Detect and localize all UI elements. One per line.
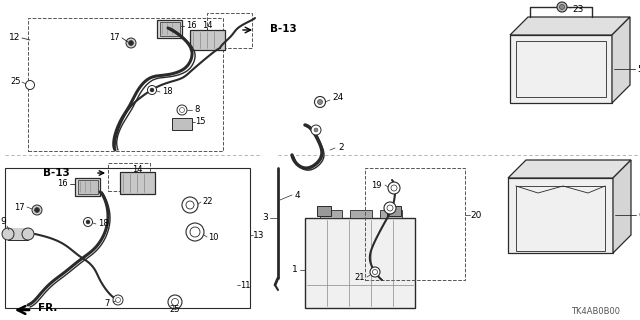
Text: 3: 3 (262, 213, 268, 222)
Text: 18: 18 (162, 87, 173, 97)
Text: 15: 15 (195, 117, 205, 126)
Bar (516, 41, 606, 97)
Bar (510, 35, 612, 103)
Text: 21: 21 (355, 274, 365, 283)
Circle shape (372, 269, 378, 275)
Circle shape (190, 227, 200, 237)
Circle shape (317, 100, 323, 105)
Text: 23: 23 (572, 4, 584, 13)
Circle shape (113, 295, 123, 305)
Circle shape (370, 267, 380, 277)
Text: 17: 17 (109, 34, 120, 43)
Text: 24: 24 (332, 93, 343, 102)
Circle shape (2, 228, 14, 240)
Circle shape (314, 97, 326, 108)
Text: 25: 25 (10, 77, 21, 86)
Bar (157, 20, 182, 38)
Circle shape (387, 205, 393, 211)
Text: 2: 2 (338, 143, 344, 153)
Bar (207, 13, 252, 48)
Text: 16: 16 (186, 21, 196, 30)
Bar (5, 168, 250, 308)
Polygon shape (510, 17, 630, 35)
Circle shape (391, 185, 397, 191)
Bar (120, 172, 155, 194)
Circle shape (314, 128, 318, 132)
Polygon shape (613, 160, 631, 253)
Bar (8, 228, 28, 240)
Circle shape (150, 88, 154, 92)
Bar (387, 206, 401, 216)
Text: 22: 22 (202, 196, 212, 205)
Circle shape (26, 81, 35, 90)
Circle shape (22, 228, 34, 240)
Circle shape (129, 41, 134, 45)
Circle shape (186, 223, 204, 241)
Text: 14: 14 (132, 164, 142, 173)
Text: 7: 7 (104, 299, 110, 308)
Text: 6: 6 (638, 211, 640, 220)
Text: 13: 13 (253, 230, 264, 239)
Circle shape (179, 108, 184, 113)
Text: 16: 16 (58, 180, 68, 188)
Bar (108, 163, 150, 191)
Text: FR.: FR. (38, 303, 58, 313)
Bar (305, 218, 415, 308)
Bar (380, 210, 402, 218)
Circle shape (147, 85, 157, 94)
Polygon shape (612, 17, 630, 103)
Text: 18: 18 (98, 220, 109, 228)
Text: 5: 5 (637, 65, 640, 74)
Text: 4: 4 (295, 190, 301, 199)
Text: 10: 10 (208, 234, 218, 243)
Bar (350, 210, 372, 218)
Text: 11: 11 (240, 281, 250, 290)
Circle shape (388, 182, 400, 194)
Text: 12: 12 (8, 34, 20, 43)
Text: 25: 25 (170, 306, 180, 315)
Circle shape (182, 197, 198, 213)
Text: 20: 20 (470, 211, 481, 220)
Bar (365, 168, 465, 280)
Bar (8, 228, 28, 240)
Circle shape (186, 201, 194, 209)
Polygon shape (508, 160, 631, 178)
Text: 1: 1 (292, 266, 298, 275)
Bar (28, 18, 223, 151)
Bar (75, 178, 100, 196)
Bar (516, 186, 605, 251)
Circle shape (311, 125, 321, 135)
Text: B-13: B-13 (270, 24, 297, 34)
Circle shape (86, 220, 90, 224)
Bar (508, 178, 613, 253)
Circle shape (177, 105, 187, 115)
Circle shape (32, 205, 42, 215)
Text: B-13: B-13 (44, 168, 70, 178)
Circle shape (384, 202, 396, 214)
Text: TK4AB0B00: TK4AB0B00 (571, 308, 620, 316)
Bar (190, 30, 225, 50)
Bar (160, 22, 180, 36)
Bar (78, 180, 98, 194)
Text: 19: 19 (371, 180, 382, 189)
Bar (317, 206, 331, 216)
Bar (172, 118, 192, 130)
Circle shape (559, 4, 564, 10)
Circle shape (35, 207, 40, 212)
Text: 9: 9 (0, 218, 6, 227)
Circle shape (126, 38, 136, 48)
Bar (320, 210, 342, 218)
Circle shape (557, 2, 567, 12)
Circle shape (115, 298, 120, 302)
Circle shape (83, 218, 93, 227)
Text: 14: 14 (202, 21, 212, 30)
Text: 8: 8 (194, 106, 200, 115)
Text: 17: 17 (14, 203, 25, 212)
